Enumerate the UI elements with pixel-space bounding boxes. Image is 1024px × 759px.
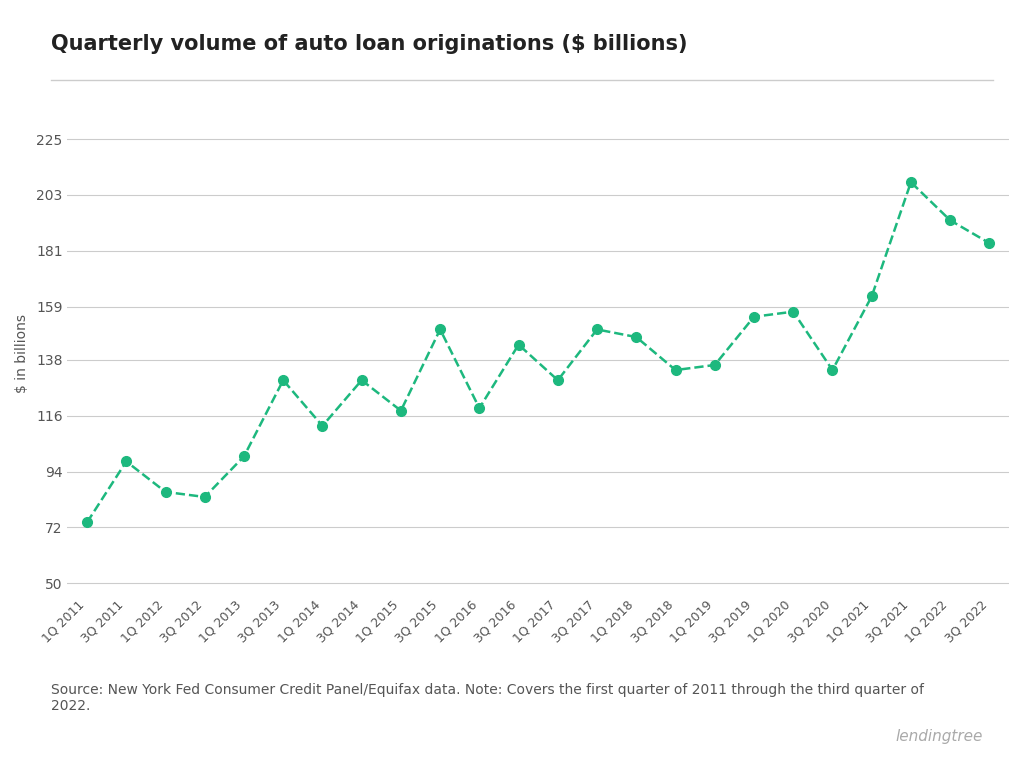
Text: Source: New York Fed Consumer Credit Panel/Equifax data. Note: Covers the first : Source: New York Fed Consumer Credit Pan… [51, 683, 925, 713]
Text: Quarterly volume of auto loan originations ($ billions): Quarterly volume of auto loan originatio… [51, 34, 688, 54]
Text: lendingtree: lendingtree [896, 729, 983, 744]
Y-axis label: $ in billions: $ in billions [15, 314, 29, 393]
